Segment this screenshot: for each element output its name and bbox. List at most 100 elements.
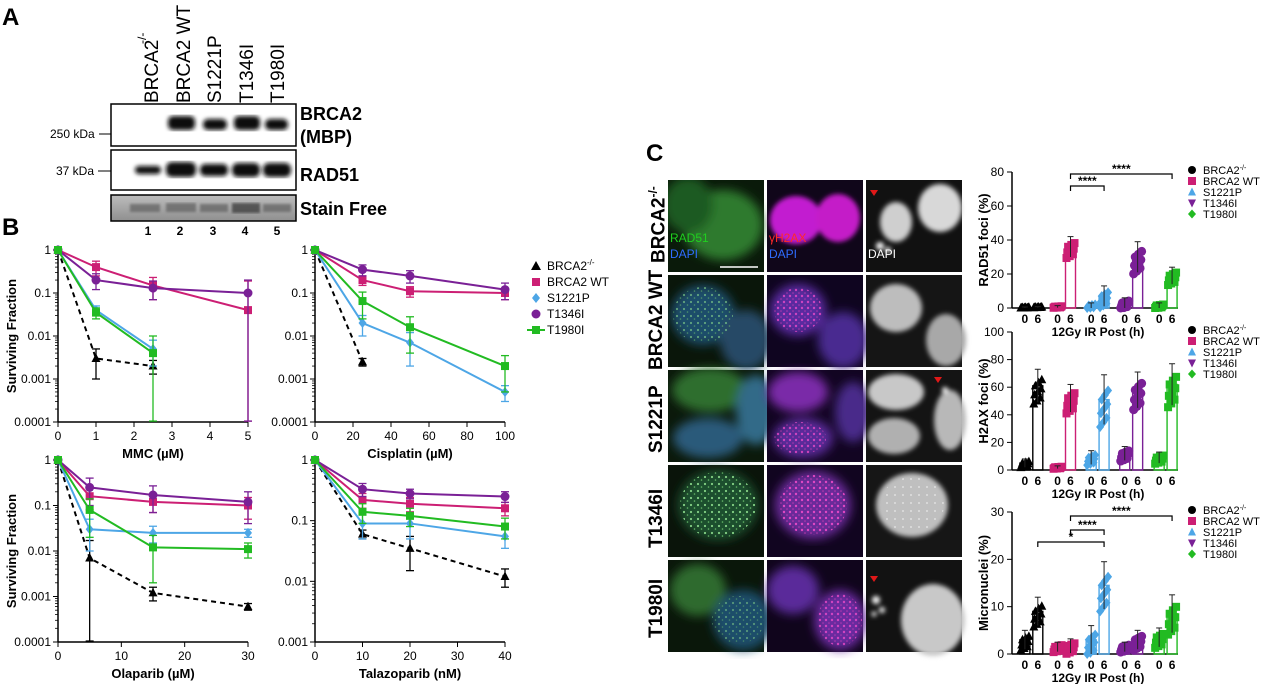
data-point: [1068, 404, 1077, 413]
data-point: [243, 497, 253, 507]
y-tick-label: 0.1: [34, 286, 51, 300]
data-point: [1070, 389, 1079, 398]
series-line: [57, 459, 249, 507]
data-point: [358, 495, 367, 504]
panel-label-a: A: [2, 4, 20, 31]
lane-number-2: 2: [177, 224, 184, 238]
y-tick-label: 0.0001: [14, 635, 51, 649]
data-point: [148, 490, 158, 500]
y-tick-label: 0.001: [21, 590, 51, 604]
data-point: [1037, 601, 1047, 610]
img-row-label-ko: BRCA2-/-: [646, 186, 670, 263]
img-row-label-s1221p: S1221P: [646, 385, 667, 453]
y-tick-label: 1: [44, 453, 51, 467]
y-tick-label: 0.001: [278, 635, 308, 649]
data-point: [1103, 399, 1112, 410]
data-point: [405, 543, 415, 552]
legend-marker: [1188, 506, 1196, 514]
legend-label: BRCA2 WT: [1203, 516, 1260, 528]
series-line: [314, 249, 506, 291]
series-line: [57, 459, 249, 608]
y-tick-label: 80: [991, 353, 1005, 367]
data-point: [1159, 451, 1168, 460]
series-line: [57, 249, 249, 294]
data-point: [501, 362, 509, 371]
legend-marker-t1980i: [532, 326, 540, 334]
panel-label-b: B: [2, 214, 20, 241]
significance-bracket: ****: [1069, 162, 1173, 179]
x-tick-label: 0: [1121, 474, 1128, 488]
significance-label: *: [1069, 530, 1074, 544]
x-tick-label: 60: [422, 429, 436, 443]
data-point: [405, 271, 415, 281]
series-BRCA2 WT: [311, 456, 509, 517]
stain-gh2ax: γH2AX: [769, 231, 806, 245]
x-axis-label: MMC (µM): [122, 446, 184, 461]
col-gh2ax: γH2AX DAPI: [767, 180, 871, 652]
data-point: [1172, 602, 1181, 611]
legend-label: BRCA2-/-: [1203, 165, 1247, 177]
band-brca2-3: [203, 119, 227, 130]
significance-label: ****: [1112, 162, 1131, 176]
x-tick-label: 6: [1034, 658, 1041, 672]
data-point: [1159, 629, 1168, 638]
row-label-rad51: RAD51: [300, 165, 359, 185]
img-row-label-t1980i: T1980I: [646, 578, 667, 638]
x-tick-label: 6: [1101, 474, 1108, 488]
legend-marker: [1188, 347, 1196, 356]
data-point: [1104, 571, 1113, 582]
data-point: [358, 507, 367, 516]
series-line: [314, 459, 506, 538]
data-point: [91, 353, 101, 362]
y-tick-label: 60: [991, 380, 1005, 394]
series-T1980I: [54, 456, 252, 584]
col-dapi: DAPI: [866, 180, 966, 656]
band-rad51-2: [166, 162, 196, 177]
data-point: [1036, 383, 1046, 393]
data-point: [358, 356, 367, 366]
data-point: [1057, 641, 1066, 650]
y-tick-label: 0.001: [278, 372, 308, 386]
data-point: [91, 275, 101, 285]
legend-marker: [1188, 209, 1196, 219]
y-axis-label: Surviving Fraction: [4, 279, 19, 393]
x-tick-label: 0: [55, 429, 62, 443]
y-axis-label: H2AX foci (%): [976, 358, 991, 443]
x-tick-label: 0: [1156, 312, 1163, 326]
y-tick-label: 20: [991, 552, 1005, 566]
legend-marker-wt: [532, 278, 540, 286]
data-point: [405, 489, 415, 499]
series-line: [57, 459, 249, 503]
legend-marker: [1188, 539, 1196, 548]
x-tick-label: 0: [1088, 658, 1095, 672]
x-tick-label: 0: [1121, 658, 1128, 672]
series-line: [314, 249, 364, 363]
y-tick-label: 0: [997, 647, 1004, 661]
data-point: [85, 505, 94, 514]
legend-marker: [1188, 527, 1196, 536]
legend-label: S1221P: [1203, 347, 1242, 359]
series-line: [314, 459, 506, 528]
lane-label-3: S1221P: [205, 35, 226, 103]
significance-label: ****: [1112, 504, 1131, 518]
survival-plot-3: 1 0.1 0.01 0.001 0.0001 0 10 20 30 Olaparib (µM) S…: [4, 453, 255, 681]
y-tick-label: 80: [991, 165, 1005, 179]
y-tick-label: 10: [991, 600, 1005, 614]
data-point: [1087, 451, 1096, 462]
data-point: [243, 601, 253, 611]
data-point: [1159, 300, 1168, 309]
lane-label-1: BRCA2: [142, 40, 163, 103]
series-line: [314, 249, 506, 393]
survival-plot-2: 1 0.1 0.01 0.001 0.0001 0 20 40 60 80 100 Cisplatin…: [271, 243, 515, 461]
y-tick-label: 0.01: [285, 329, 309, 343]
y-tick-label: 100: [984, 325, 1004, 339]
y-tick-label: 0.1: [291, 286, 308, 300]
data-point: [311, 246, 319, 254]
x-tick-label: 6: [1067, 312, 1074, 326]
lane-number-4: 4: [242, 224, 249, 238]
lane-label-5: T1980I: [268, 44, 289, 103]
x-tick-label: 6: [1134, 658, 1141, 672]
x-tick-label: 0: [312, 649, 319, 663]
x-tick-label: 20: [178, 649, 192, 663]
